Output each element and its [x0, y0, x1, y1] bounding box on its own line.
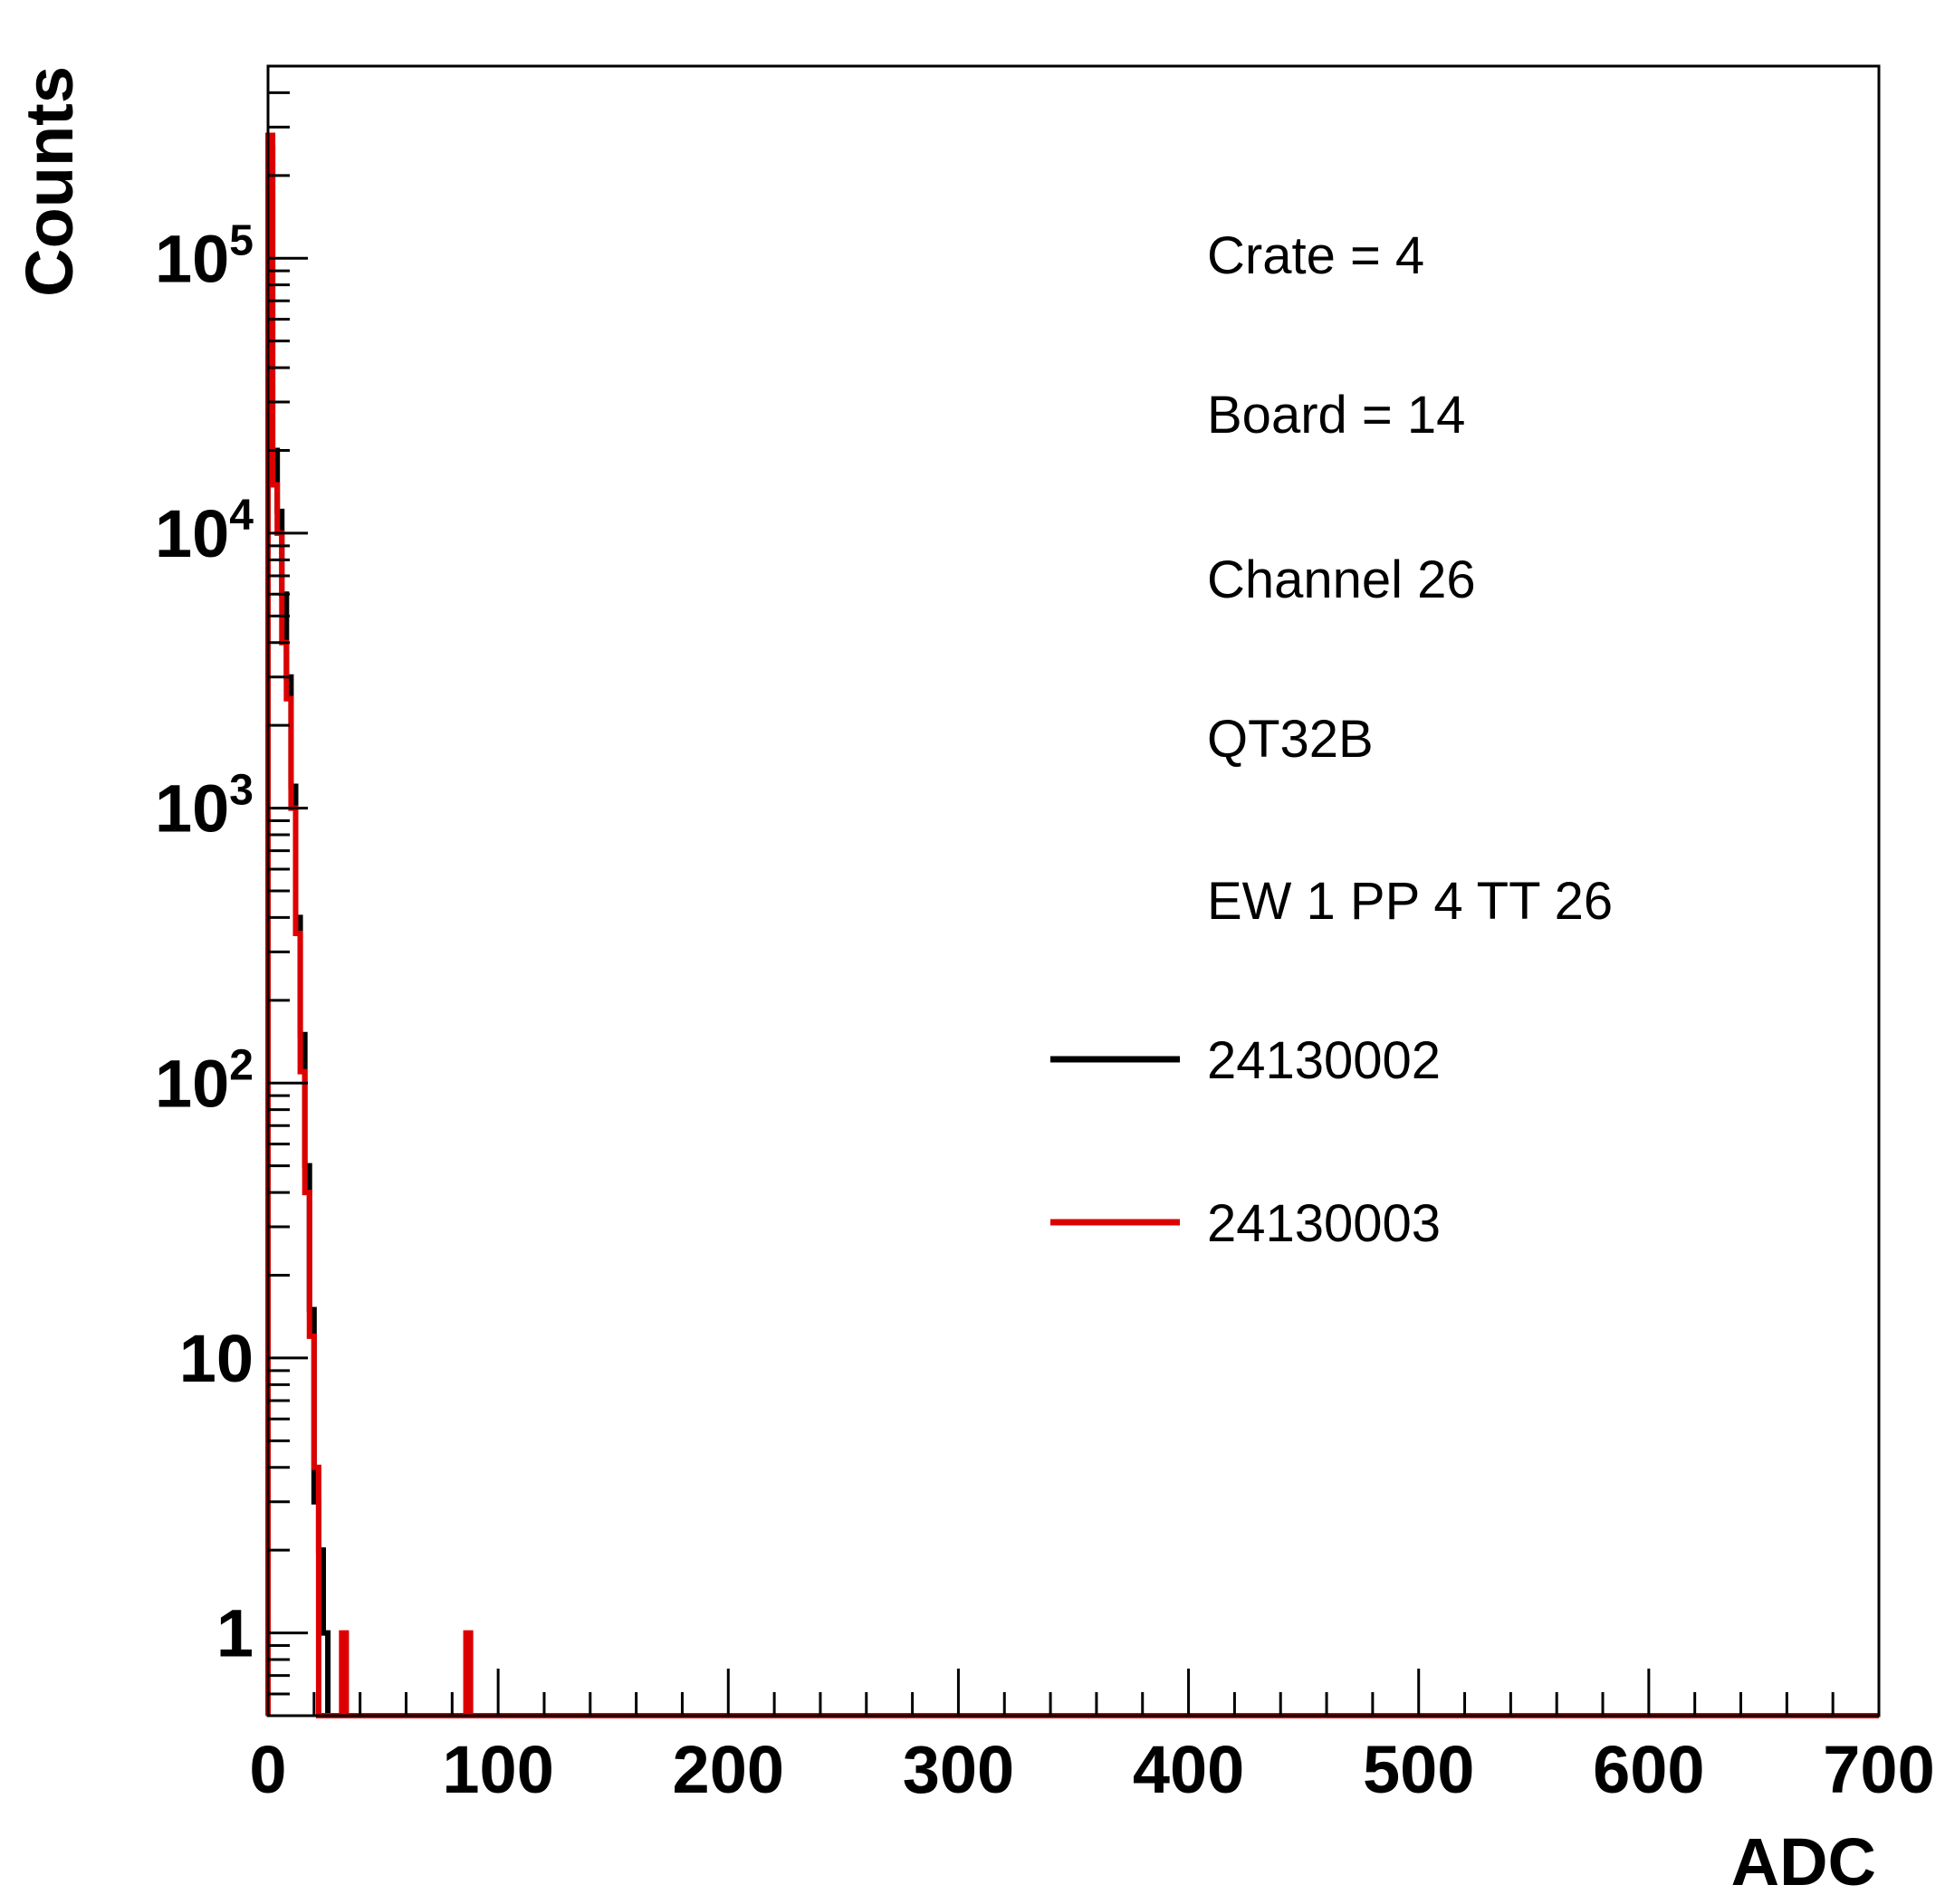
legend-series-1-label: 24130002	[1207, 1031, 1441, 1090]
legend-board-label: Board = 14	[1207, 386, 1465, 445]
y-tick-label: 10	[179, 1321, 254, 1396]
x-tick-label: 400	[1133, 1732, 1244, 1807]
x-axis-title: ADC	[1731, 1824, 1876, 1899]
legend-channel-label: Channel 26	[1207, 550, 1476, 609]
legend-series-2-label: 24130003	[1207, 1194, 1441, 1253]
x-tick-label: 700	[1823, 1732, 1934, 1807]
y-tick-label: 102	[155, 1041, 254, 1121]
x-tick-label: 0	[249, 1732, 286, 1807]
x-tick-label: 300	[903, 1732, 1014, 1807]
plot-frame	[266, 64, 1881, 1717]
y-axis-title: Counts	[12, 66, 87, 297]
legend-board-type-label: QT32B	[1207, 710, 1374, 769]
x-tick-label: 200	[673, 1732, 784, 1807]
x-tick-label: 100	[442, 1732, 553, 1807]
legend: Crate = 4 Board = 14 Channel 26 QT32B EW…	[1050, 226, 1613, 1253]
y-tick-label: 1	[216, 1596, 254, 1671]
x-tick-label: 600	[1593, 1732, 1704, 1807]
legend-trigger-label: EW 1 PP 4 TT 26	[1207, 872, 1613, 931]
legend-crate-label: Crate = 4	[1207, 226, 1424, 285]
x-tick-label: 500	[1363, 1732, 1474, 1807]
